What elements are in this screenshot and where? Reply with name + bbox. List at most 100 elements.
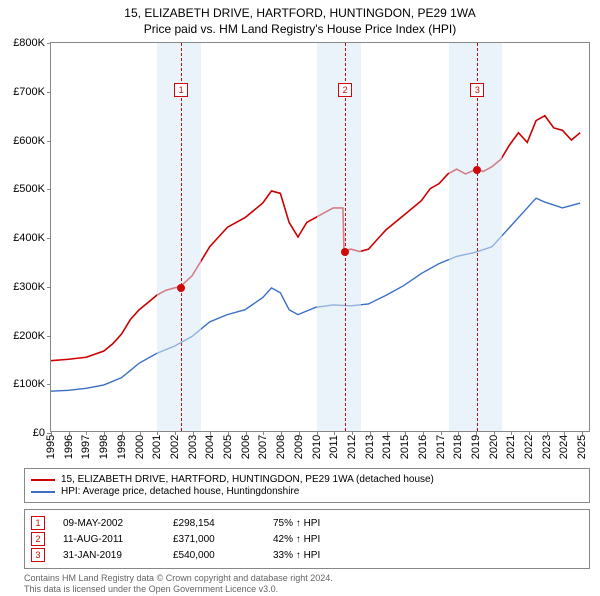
x-axis-tick-mark bbox=[175, 431, 176, 435]
legend-item: 15, ELIZABETH DRIVE, HARTFORD, HUNTINGDO… bbox=[31, 474, 583, 485]
x-axis-tick-label: 2022 bbox=[523, 435, 535, 459]
x-axis-tick-mark bbox=[352, 431, 353, 435]
x-axis-tick-label: 2024 bbox=[558, 435, 570, 459]
y-axis-tick-mark bbox=[47, 189, 51, 190]
chart-container: 15, ELIZABETH DRIVE, HARTFORD, HUNTINGDO… bbox=[0, 6, 600, 596]
x-axis-tick-label: 2000 bbox=[134, 435, 146, 459]
x-axis-tick-label: 2010 bbox=[311, 435, 323, 459]
event-marker-dot bbox=[177, 284, 185, 292]
footnote-line: Contains HM Land Registry data © Crown c… bbox=[24, 573, 590, 584]
plot-area: £0£100K£200K£300K£400K£500K£600K£700K£80… bbox=[51, 43, 589, 431]
x-axis-tick-label: 2015 bbox=[399, 435, 411, 459]
y-axis-tick-mark bbox=[47, 336, 51, 337]
event-vline bbox=[477, 43, 478, 431]
x-axis-tick-label: 1999 bbox=[116, 435, 128, 459]
event-number-badge: 2 bbox=[31, 532, 45, 546]
legend-swatch bbox=[31, 491, 55, 493]
x-axis-tick-label: 2017 bbox=[435, 435, 447, 459]
event-row: 3 31-JAN-2019£540,00033% ↑ HPI bbox=[31, 548, 583, 562]
x-axis-tick-mark bbox=[86, 431, 87, 435]
x-axis-tick-mark bbox=[529, 431, 530, 435]
x-axis-tick-label: 2016 bbox=[417, 435, 429, 459]
x-axis-tick-mark bbox=[547, 431, 548, 435]
legend-label: HPI: Average price, detached house, Hunt… bbox=[61, 486, 299, 497]
x-axis-tick-mark bbox=[157, 431, 158, 435]
x-axis-tick-mark bbox=[511, 431, 512, 435]
x-axis-tick-label: 2002 bbox=[169, 435, 181, 459]
x-axis-tick-label: 2008 bbox=[275, 435, 287, 459]
y-axis-tick-mark bbox=[47, 43, 51, 44]
x-axis-tick-mark bbox=[441, 431, 442, 435]
legend-item: HPI: Average price, detached house, Hunt… bbox=[31, 486, 583, 497]
event-marker-label: 1 bbox=[174, 83, 188, 97]
x-axis-tick-label: 2006 bbox=[240, 435, 252, 459]
event-price: £371,000 bbox=[173, 534, 273, 545]
y-axis-tick-label: £400K bbox=[1, 232, 45, 244]
x-axis-tick-mark bbox=[299, 431, 300, 435]
legend-label: 15, ELIZABETH DRIVE, HARTFORD, HUNTINGDO… bbox=[61, 474, 434, 485]
x-axis-tick-mark bbox=[104, 431, 105, 435]
x-axis-tick-mark bbox=[582, 431, 583, 435]
event-marker-label: 3 bbox=[470, 83, 484, 97]
x-axis-tick-mark bbox=[228, 431, 229, 435]
event-marker-label: 2 bbox=[338, 83, 352, 97]
x-axis-tick-label: 2023 bbox=[541, 435, 553, 459]
x-axis-tick-label: 2021 bbox=[505, 435, 517, 459]
x-axis-tick-mark bbox=[423, 431, 424, 435]
legend-swatch bbox=[31, 479, 55, 481]
x-axis-tick-label: 2019 bbox=[470, 435, 482, 459]
y-axis-tick-mark bbox=[47, 384, 51, 385]
event-date: 09-MAY-2002 bbox=[63, 518, 173, 529]
y-axis-tick-label: £300K bbox=[1, 281, 45, 293]
x-axis-tick-label: 2005 bbox=[222, 435, 234, 459]
x-axis-tick-mark bbox=[140, 431, 141, 435]
y-axis-tick-mark bbox=[47, 141, 51, 142]
event-number-badge: 3 bbox=[31, 548, 45, 562]
x-axis-tick-label: 2025 bbox=[576, 435, 588, 459]
event-marker-dot bbox=[341, 248, 349, 256]
x-axis-tick-label: 2001 bbox=[151, 435, 163, 459]
x-axis-tick-mark bbox=[476, 431, 477, 435]
x-axis-tick-label: 2004 bbox=[204, 435, 216, 459]
y-axis-tick-mark bbox=[47, 92, 51, 93]
y-axis-tick-label: £700K bbox=[1, 86, 45, 98]
event-pct: 42% ↑ HPI bbox=[273, 534, 320, 545]
chart-band bbox=[449, 43, 502, 431]
x-axis-tick-mark bbox=[370, 431, 371, 435]
event-date: 11-AUG-2011 bbox=[63, 534, 173, 545]
y-axis-tick-label: £200K bbox=[1, 330, 45, 342]
x-axis-tick-mark bbox=[193, 431, 194, 435]
y-axis-tick-mark bbox=[47, 238, 51, 239]
x-axis-tick-label: 2013 bbox=[364, 435, 376, 459]
x-axis-tick-label: 2020 bbox=[488, 435, 500, 459]
x-axis-tick-mark bbox=[334, 431, 335, 435]
event-row: 109-MAY-2002£298,15475% ↑ HPI bbox=[31, 516, 583, 530]
x-axis-tick-label: 1996 bbox=[63, 435, 75, 459]
event-number-badge: 1 bbox=[31, 516, 45, 530]
event-date: 31-JAN-2019 bbox=[63, 550, 173, 561]
x-axis-tick-mark bbox=[69, 431, 70, 435]
chart-band bbox=[317, 43, 361, 431]
event-pct: 75% ↑ HPI bbox=[273, 518, 320, 529]
event-marker-dot bbox=[473, 166, 481, 174]
x-axis-tick-mark bbox=[122, 431, 123, 435]
footnote: Contains HM Land Registry data © Crown c… bbox=[24, 573, 590, 596]
event-pct: 33% ↑ HPI bbox=[273, 550, 320, 561]
x-axis-tick-label: 2007 bbox=[257, 435, 269, 459]
event-row: 2 11-AUG-2011£371,00042% ↑ HPI bbox=[31, 532, 583, 546]
x-axis-tick-label: 2018 bbox=[452, 435, 464, 459]
x-axis-tick-label: 2009 bbox=[293, 435, 305, 459]
y-axis-tick-label: £0 bbox=[1, 427, 45, 439]
event-vline bbox=[345, 43, 346, 431]
x-axis-tick-mark bbox=[263, 431, 264, 435]
x-axis-tick-label: 1998 bbox=[98, 435, 110, 459]
x-axis-tick-mark bbox=[281, 431, 282, 435]
x-axis-tick-mark bbox=[564, 431, 565, 435]
x-axis-tick-mark bbox=[405, 431, 406, 435]
event-price: £540,000 bbox=[173, 550, 273, 561]
y-axis-tick-label: £800K bbox=[1, 37, 45, 49]
x-axis-tick-mark bbox=[494, 431, 495, 435]
x-axis-tick-mark bbox=[317, 431, 318, 435]
x-axis-tick-label: 1997 bbox=[80, 435, 92, 459]
x-axis-tick-label: 2012 bbox=[346, 435, 358, 459]
